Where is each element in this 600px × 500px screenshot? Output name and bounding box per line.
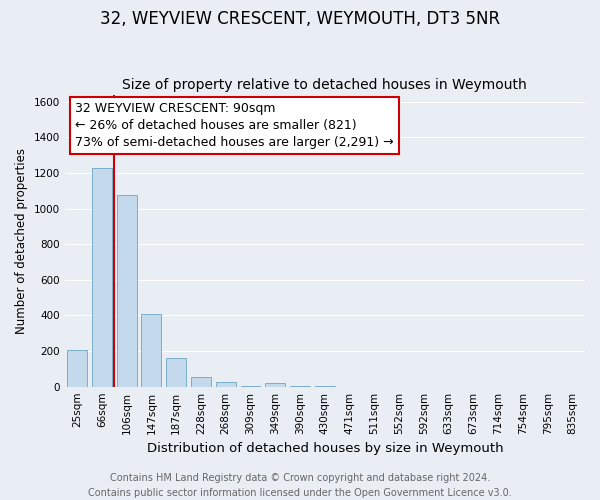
Text: 32 WEYVIEW CRESCENT: 90sqm
← 26% of detached houses are smaller (821)
73% of sem: 32 WEYVIEW CRESCENT: 90sqm ← 26% of deta… xyxy=(75,102,394,149)
Text: 32, WEYVIEW CRESCENT, WEYMOUTH, DT3 5NR: 32, WEYVIEW CRESCENT, WEYMOUTH, DT3 5NR xyxy=(100,10,500,28)
Title: Size of property relative to detached houses in Weymouth: Size of property relative to detached ho… xyxy=(122,78,527,92)
Bar xyxy=(166,358,186,386)
Bar xyxy=(142,314,161,386)
Text: Contains HM Land Registry data © Crown copyright and database right 2024.
Contai: Contains HM Land Registry data © Crown c… xyxy=(88,472,512,498)
Bar xyxy=(67,350,87,387)
Bar xyxy=(191,377,211,386)
Bar xyxy=(216,382,236,386)
Bar xyxy=(117,195,137,386)
X-axis label: Distribution of detached houses by size in Weymouth: Distribution of detached houses by size … xyxy=(146,442,503,455)
Bar xyxy=(92,168,112,386)
Bar xyxy=(265,383,285,386)
Y-axis label: Number of detached properties: Number of detached properties xyxy=(15,148,28,334)
